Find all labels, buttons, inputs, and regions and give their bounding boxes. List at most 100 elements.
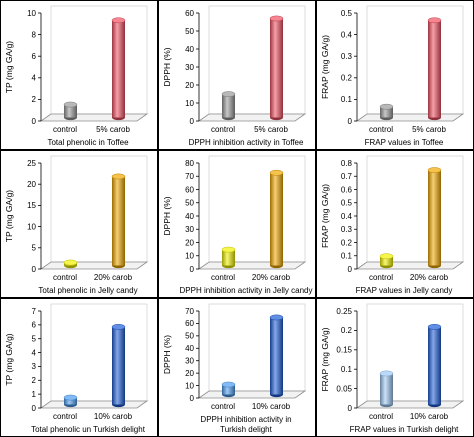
y-tick-label: 3 xyxy=(32,362,37,371)
bar xyxy=(269,15,284,121)
y-tick-label: 2 xyxy=(32,376,37,385)
bar-chart: 0 0.1 0.2 0.3 0.4 0.5 0.6 0.7 0.8 FRAP (mg GA/g) c… xyxy=(320,155,465,295)
y-axis-title: TP (mg GA/g) xyxy=(4,190,14,242)
y-tick-label: 50 xyxy=(185,27,194,36)
bar xyxy=(221,91,236,121)
y-tick-label: 0 xyxy=(190,117,195,126)
y-axis-title: TP (mg GA/g) xyxy=(4,41,14,93)
bar xyxy=(427,17,442,121)
y-tick-label: 40 xyxy=(185,344,194,353)
y-tick-label: 60 xyxy=(185,9,194,18)
y-tick-label: 0.3 xyxy=(341,225,353,234)
x-tick-label: control xyxy=(369,273,393,282)
x-tick-label: 20% carob xyxy=(410,273,449,282)
y-tick-label: 20 xyxy=(27,180,36,189)
y-tick-label: 6 xyxy=(32,321,37,330)
x-tick-label: control xyxy=(369,412,393,421)
y-tick-label: 30 xyxy=(185,225,194,234)
y-tick-label: 0.4 xyxy=(341,212,353,221)
bar xyxy=(379,103,394,121)
y-tick-label: 0.2 xyxy=(341,238,353,247)
chart-caption: FRAP values in Jelly candy xyxy=(356,286,453,295)
bar xyxy=(63,259,78,269)
chart-panel: 0 0.1 0.2 0.3 0.4 0.5 0.6 0.7 0.8 FRAP (mg GA/g) c… xyxy=(316,150,474,298)
y-tick-label: 0.3 xyxy=(341,52,353,61)
y-tick-label: 60 xyxy=(185,185,194,194)
y-tick-label: 20 xyxy=(185,369,194,378)
y-tick-label: 7 xyxy=(32,307,37,316)
x-tick-label: 5% carob xyxy=(254,125,288,134)
x-tick-label: 20% carob xyxy=(252,273,291,282)
y-tick-label: 0.2 xyxy=(341,326,353,335)
y-tick-label: 0.4 xyxy=(341,30,353,39)
bar xyxy=(111,324,126,408)
chart-panel: 0 10 20 30 40 50 60 70 DPPH (%) control 10% carob D… xyxy=(158,298,316,437)
chart-panel: 0 2 4 6 8 10 TP (mg GA/g) control 5% carob Total … xyxy=(0,0,158,150)
x-tick-label: control xyxy=(53,125,77,134)
bar-chart: 0 0.1 0.2 0.3 0.4 0.5 FRAP (mg GA/g) control 5% … xyxy=(320,5,465,147)
y-tick-label: 80 xyxy=(185,159,194,168)
chart-panel: 0 10 20 30 40 50 60 70 80 DPPH (%) control 20% caro… xyxy=(158,150,316,298)
bar xyxy=(111,173,126,269)
y-tick-label: 0 xyxy=(348,404,353,413)
chart-panel: 0 1 2 3 4 5 6 7 TP (mg GA/g) control 10% carob Tota… xyxy=(0,298,158,437)
plot-wall xyxy=(208,155,306,263)
bar xyxy=(269,169,284,269)
y-axis-title: FRAP (mg GA/g) xyxy=(320,327,330,391)
chart-caption: DPPH inhibition activity in Jelly candy xyxy=(180,286,313,295)
y-tick-label: 2 xyxy=(32,95,37,104)
plot-wall xyxy=(50,5,148,115)
chart-caption: Total phenolic in Jelly candy xyxy=(38,286,137,295)
y-tick-label: 0 xyxy=(190,394,195,403)
x-tick-label: 10% carob xyxy=(94,412,133,421)
x-tick-label: control xyxy=(211,125,235,134)
y-tick-label: 0.2 xyxy=(341,74,353,83)
y-tick-label: 40 xyxy=(185,212,194,221)
bar xyxy=(221,381,236,398)
y-tick-label: 30 xyxy=(185,357,194,366)
bar-chart: 0 10 20 30 40 50 60 DPPH (%) control 5% carob DPPH… xyxy=(162,5,307,147)
y-tick-label: 0.5 xyxy=(341,199,353,208)
y-tick-label: 4 xyxy=(32,74,37,83)
y-tick-label: 60 xyxy=(185,319,194,328)
chart-caption: FRAP values in Toffee xyxy=(365,138,444,147)
y-axis-title: DPPH (%) xyxy=(162,196,172,235)
chart-panel: 0 0.1 0.2 0.3 0.4 0.5 FRAP (mg GA/g) control 5% … xyxy=(316,0,474,150)
chart-caption: DPPH inhibition activity in Toffee xyxy=(189,138,304,147)
y-tick-label: 0 xyxy=(32,117,37,126)
plot-floor xyxy=(197,113,307,122)
y-tick-label: 10 xyxy=(27,222,36,231)
plot-wall xyxy=(50,303,148,402)
chart-panel: 0 0.05 0.1 0.15 0.2 0.25 FRAP (mg GA/g) control… xyxy=(316,298,474,437)
y-tick-label: 70 xyxy=(185,172,194,181)
bar xyxy=(63,101,78,121)
y-tick-label: 50 xyxy=(185,199,194,208)
y-tick-label: 8 xyxy=(32,30,37,39)
y-tick-label: 0 xyxy=(190,265,195,274)
y-tick-label: 0 xyxy=(348,265,353,274)
y-tick-label: 0.25 xyxy=(336,307,352,316)
bar-chart: 0 10 20 30 40 50 60 70 DPPH (%) control 10% carob D… xyxy=(162,303,307,434)
chart-panel: 0 5 10 15 20 25 TP (mg GA/g) control 20% carob To… xyxy=(0,150,158,298)
bar-chart: 0 1 2 3 4 5 6 7 TP (mg GA/g) control 10% carob Tota… xyxy=(4,303,149,434)
chart-caption: DPPH inhibition activity in xyxy=(200,415,291,424)
y-tick-label: 10 xyxy=(185,381,194,390)
y-tick-label: 0.8 xyxy=(341,159,353,168)
bar xyxy=(379,370,394,408)
y-tick-label: 0.1 xyxy=(341,252,353,261)
bar-chart: 0 10 20 30 40 50 60 70 80 DPPH (%) control 20% caro… xyxy=(162,155,313,295)
y-tick-label: 0.05 xyxy=(336,384,352,393)
x-tick-label: 10% carob xyxy=(252,402,291,411)
bar-chart: 0 2 4 6 8 10 TP (mg GA/g) control 5% carob Total … xyxy=(4,5,149,147)
plot-floor xyxy=(355,113,465,122)
x-tick-label: control xyxy=(211,273,235,282)
plot-wall xyxy=(366,5,464,115)
chart-panel: 0 10 20 30 40 50 60 DPPH (%) control 5% carob DPPH… xyxy=(158,0,316,150)
y-tick-label: 0 xyxy=(32,404,37,413)
y-tick-label: 30 xyxy=(185,63,194,72)
y-tick-label: 0.15 xyxy=(336,346,352,355)
y-tick-label: 0.6 xyxy=(341,185,353,194)
bar-chart: 0 5 10 15 20 25 TP (mg GA/g) control 20% carob To… xyxy=(4,155,149,295)
y-tick-label: 20 xyxy=(185,238,194,247)
y-tick-label: 20 xyxy=(185,81,194,90)
